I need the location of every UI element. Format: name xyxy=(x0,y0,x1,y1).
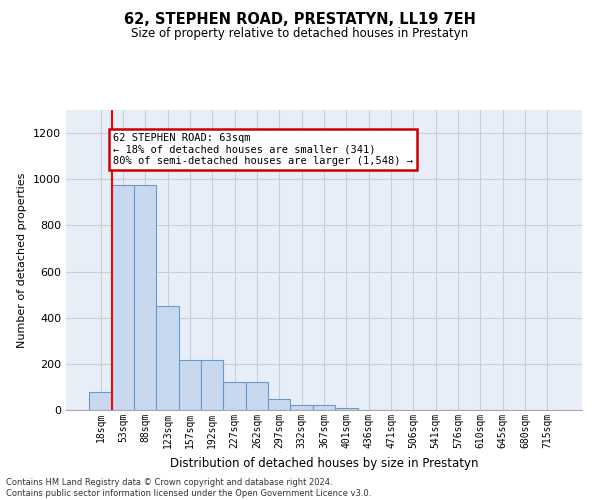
Bar xyxy=(290,406,313,410)
Bar xyxy=(313,406,335,410)
Text: 62 STEPHEN ROAD: 63sqm
← 18% of detached houses are smaller (341)
80% of semi-de: 62 STEPHEN ROAD: 63sqm ← 18% of detached… xyxy=(113,133,413,166)
Text: 62, STEPHEN ROAD, PRESTATYN, LL19 7EH: 62, STEPHEN ROAD, PRESTATYN, LL19 7EH xyxy=(124,12,476,28)
Text: Distribution of detached houses by size in Prestatyn: Distribution of detached houses by size … xyxy=(170,458,478,470)
Bar xyxy=(89,392,112,410)
Y-axis label: Number of detached properties: Number of detached properties xyxy=(17,172,28,348)
Bar xyxy=(335,408,358,410)
Bar xyxy=(179,360,201,410)
Bar xyxy=(157,306,179,410)
Bar xyxy=(201,360,223,410)
Bar xyxy=(268,399,290,410)
Bar xyxy=(246,382,268,410)
Text: Contains HM Land Registry data © Crown copyright and database right 2024.
Contai: Contains HM Land Registry data © Crown c… xyxy=(6,478,371,498)
Bar xyxy=(223,382,246,410)
Text: Size of property relative to detached houses in Prestatyn: Size of property relative to detached ho… xyxy=(131,28,469,40)
Bar xyxy=(112,185,134,410)
Bar xyxy=(134,185,157,410)
